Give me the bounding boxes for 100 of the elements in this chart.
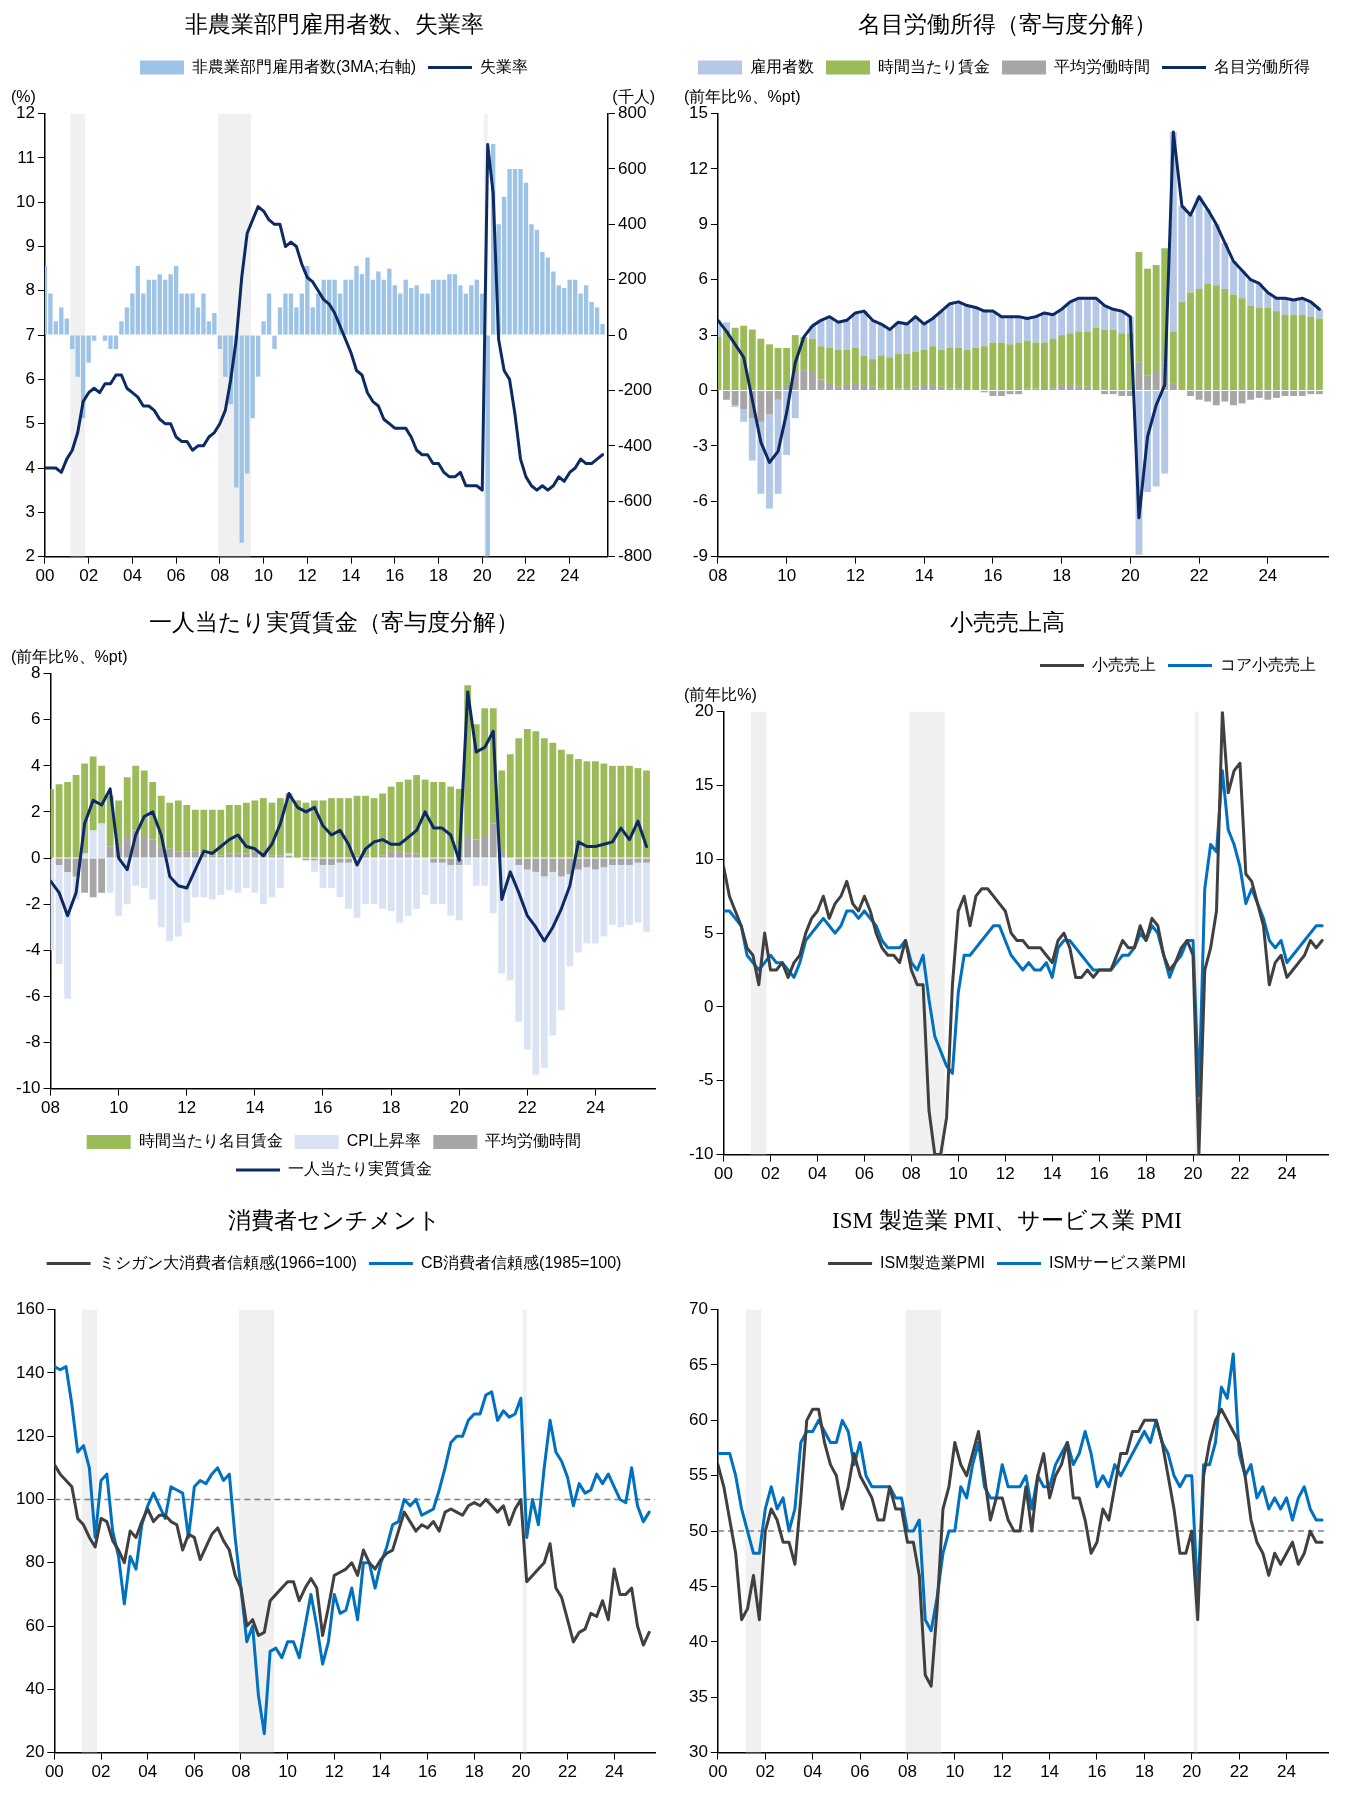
- x-tick-label: 10: [253, 566, 273, 586]
- x-tick-label: 06: [166, 566, 186, 586]
- y-tick-label: 2: [30, 801, 41, 821]
- bar: [327, 858, 335, 865]
- x-tick-label: 12: [176, 1098, 196, 1118]
- bar: [868, 320, 876, 360]
- bar: [395, 781, 403, 852]
- y2-tick-label: -800: [617, 546, 652, 566]
- x-tick-label: 18: [428, 566, 448, 586]
- x-tick-label: 04: [807, 1164, 827, 1184]
- bar: [344, 862, 352, 909]
- y-axis-title: (前年比%、%pt): [10, 648, 127, 666]
- x-tick-label: 24: [1257, 566, 1277, 586]
- x-tick-label: 08: [707, 566, 727, 586]
- bar: [1057, 309, 1065, 336]
- y2-tick-label: -400: [617, 435, 652, 455]
- bar: [463, 858, 471, 865]
- bar: [63, 871, 71, 999]
- bar: [765, 390, 773, 415]
- y-axis-title: (前年比%): [683, 686, 757, 704]
- x-tick-label: 24: [1276, 1164, 1296, 1184]
- legend-label: ISM製造業PMI: [879, 1254, 985, 1272]
- y-tick-label: -9: [692, 546, 708, 566]
- bar: [1040, 312, 1048, 343]
- bar: [625, 765, 633, 858]
- x-tick-label: 02: [755, 1762, 775, 1782]
- bar: [327, 798, 335, 858]
- bar: [997, 342, 1005, 390]
- x-tick-label: 22: [516, 566, 535, 586]
- bar: [259, 858, 267, 905]
- y-tick-label: 60: [24, 1615, 44, 1635]
- x-tick-label: 14: [914, 566, 934, 586]
- y-tick-label: 8: [30, 663, 41, 683]
- y2-tick-label: 600: [617, 158, 646, 178]
- bar: [222, 335, 227, 377]
- bar: [591, 761, 599, 858]
- bar: [1315, 390, 1323, 395]
- x-tick-label: 20: [472, 566, 492, 586]
- y-tick-label: -3: [692, 435, 708, 455]
- y-axis-title: (%): [10, 88, 36, 106]
- bar: [765, 344, 773, 390]
- x-tick-label: 20: [510, 1762, 530, 1782]
- y-tick-label: 4: [24, 457, 35, 477]
- x-tick-label: 08: [897, 1762, 917, 1782]
- y-tick-label: 70: [688, 1299, 708, 1319]
- bar: [310, 800, 318, 858]
- legend-label: 非農業部門雇用者数(3MA;右軸): [191, 58, 416, 76]
- y-tick-label: 6: [24, 369, 35, 389]
- bar: [1083, 298, 1091, 332]
- bar: [1143, 268, 1151, 376]
- bar: [1229, 261, 1237, 295]
- bar: [791, 390, 799, 419]
- x-tick-label: 00: [707, 1762, 727, 1782]
- y-tick-label: 3: [697, 324, 708, 344]
- bar: [63, 858, 71, 872]
- legend-label: CB消費者信頼感(1985=100): [420, 1254, 621, 1272]
- bar: [293, 800, 301, 858]
- x-tick-label: 16: [384, 566, 404, 586]
- bar: [591, 869, 599, 944]
- y-tick-label: -4: [24, 939, 41, 959]
- x-tick-label: 06: [184, 1762, 204, 1782]
- y-tick-label: 3: [24, 501, 35, 521]
- y-tick-label: 9: [697, 214, 708, 234]
- x-tick-label: 20: [1181, 1762, 1201, 1782]
- legend-label: 名目労働所得: [1213, 58, 1310, 76]
- y-axis-title: (前年比%、%pt): [683, 88, 800, 106]
- y-tick-label: 8: [24, 280, 35, 300]
- y-tick-label: 6: [697, 269, 708, 289]
- x-tick-label: 00: [34, 566, 54, 586]
- bar: [911, 351, 919, 387]
- x-tick-label: 10: [776, 566, 796, 586]
- bar: [80, 858, 88, 893]
- y-tick-label: 5: [24, 413, 35, 433]
- legend-label: ISMサービス業PMI: [1048, 1254, 1186, 1272]
- x-tick-label: 16: [1087, 1762, 1106, 1782]
- bar: [165, 848, 173, 858]
- bar: [954, 301, 962, 349]
- chart-title: 一人当たり実質賃金（寄与度分解）: [148, 609, 519, 635]
- y-tick-label: 60: [688, 1410, 708, 1430]
- x-tick-label: 22: [1229, 1762, 1249, 1782]
- bar: [1229, 390, 1237, 406]
- x-tick-label: 04: [802, 1762, 822, 1782]
- bar: [825, 383, 833, 390]
- x-tick-label: 08: [40, 1098, 60, 1118]
- x-tick-label: 18: [381, 1098, 401, 1118]
- y-tick-label: -6: [24, 986, 41, 1006]
- x-tick-label: 20: [1183, 1164, 1202, 1184]
- x-tick-label: 04: [122, 566, 142, 586]
- x-tick-label: 14: [1039, 1762, 1059, 1782]
- bar: [64, 318, 69, 335]
- bar: [608, 864, 616, 925]
- y-tick-label: 30: [688, 1742, 708, 1762]
- y2-tick-label: 200: [617, 269, 646, 289]
- x-tick-label: 24: [604, 1762, 624, 1782]
- legend-label: 一人当たり実質賃金: [287, 1160, 432, 1178]
- x-tick-label: 14: [244, 1098, 264, 1118]
- y-tick-label: 2: [24, 546, 35, 566]
- x-tick-label: 02: [78, 566, 98, 586]
- bar: [1100, 329, 1108, 390]
- legend-label: 失業率: [479, 58, 528, 76]
